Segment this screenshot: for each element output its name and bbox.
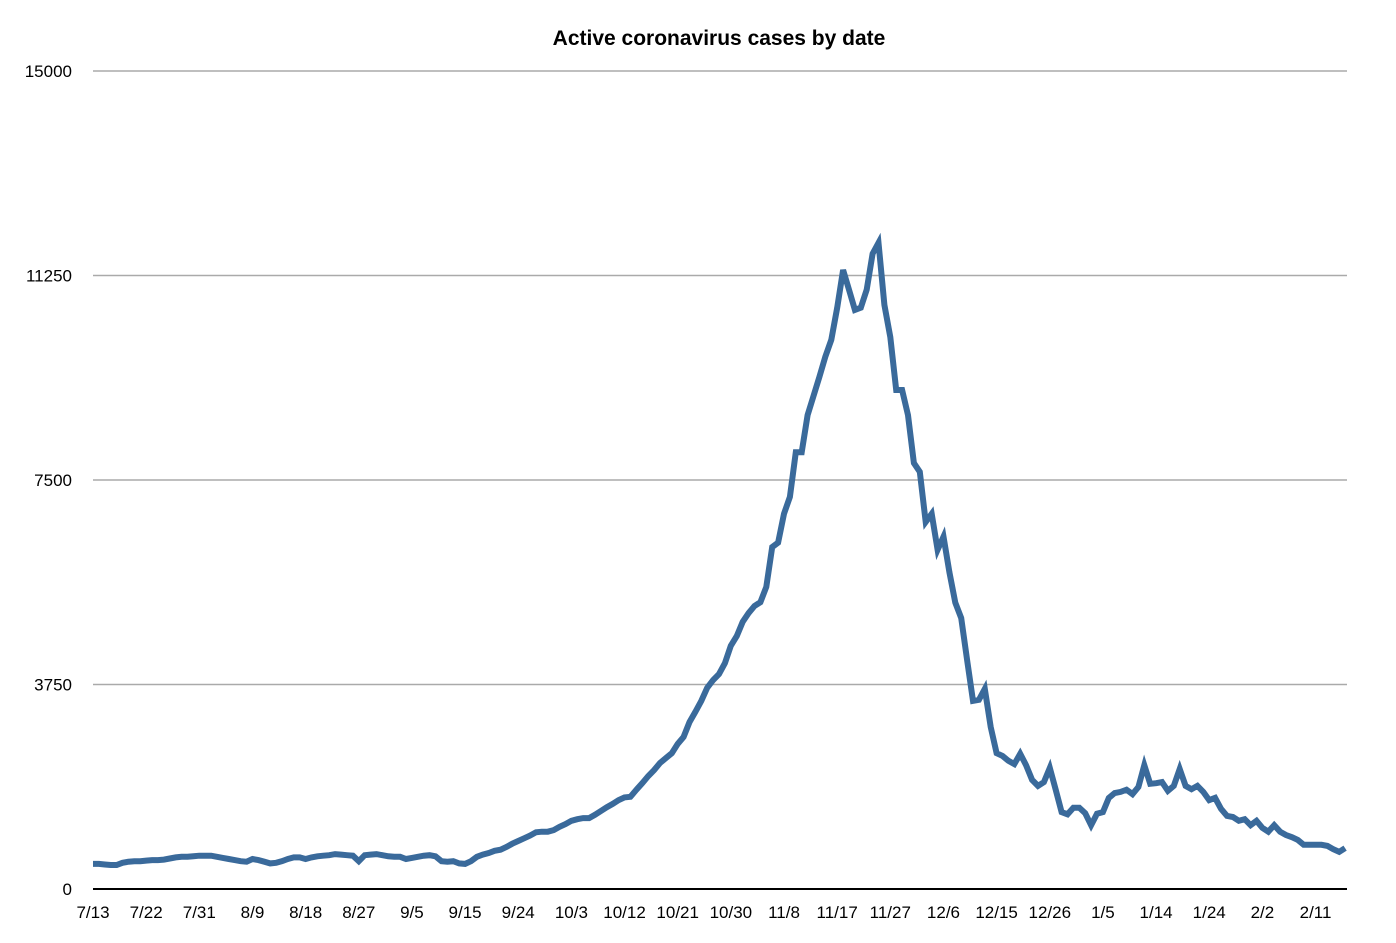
y-tick-label: 7500 <box>34 471 72 490</box>
x-tick-label: 9/15 <box>449 903 482 922</box>
x-tick-label: 9/5 <box>400 903 424 922</box>
x-tick-label: 10/30 <box>710 903 753 922</box>
x-tick-label: 12/6 <box>927 903 960 922</box>
x-tick-label: 1/5 <box>1091 903 1115 922</box>
x-tick-label: 10/3 <box>555 903 588 922</box>
x-tick-label: 2/11 <box>1300 903 1332 922</box>
x-tick-label: 7/31 <box>183 903 216 922</box>
x-tick-label: 8/9 <box>241 903 265 922</box>
x-tick-label: 9/24 <box>502 903 535 922</box>
x-tick-label: 10/21 <box>656 903 699 922</box>
x-tick-label: 8/18 <box>289 903 322 922</box>
y-tick-label: 3750 <box>34 676 72 695</box>
x-tick-label: 10/12 <box>603 903 646 922</box>
x-tick-label: 11/17 <box>817 903 858 922</box>
x-tick-label: 12/26 <box>1028 903 1071 922</box>
x-tick-label: 12/15 <box>975 903 1018 922</box>
y-tick-label: 11250 <box>26 267 72 286</box>
chart-title: Active coronavirus cases by date <box>553 27 886 50</box>
x-tick-label: 1/24 <box>1193 903 1226 922</box>
x-tick-label: 11/27 <box>870 903 911 922</box>
x-tick-label: 7/22 <box>130 903 163 922</box>
x-tick-label: 1/14 <box>1140 903 1173 922</box>
series-line <box>93 232 1347 868</box>
x-tick-label: 7/13 <box>76 903 109 922</box>
x-tick-label: 2/2 <box>1251 903 1275 922</box>
x-tick-label: 11/8 <box>768 903 800 922</box>
x-tick-label: 8/27 <box>342 903 375 922</box>
y-tick-label: 0 <box>63 880 72 899</box>
y-tick-label: 15000 <box>25 62 72 81</box>
